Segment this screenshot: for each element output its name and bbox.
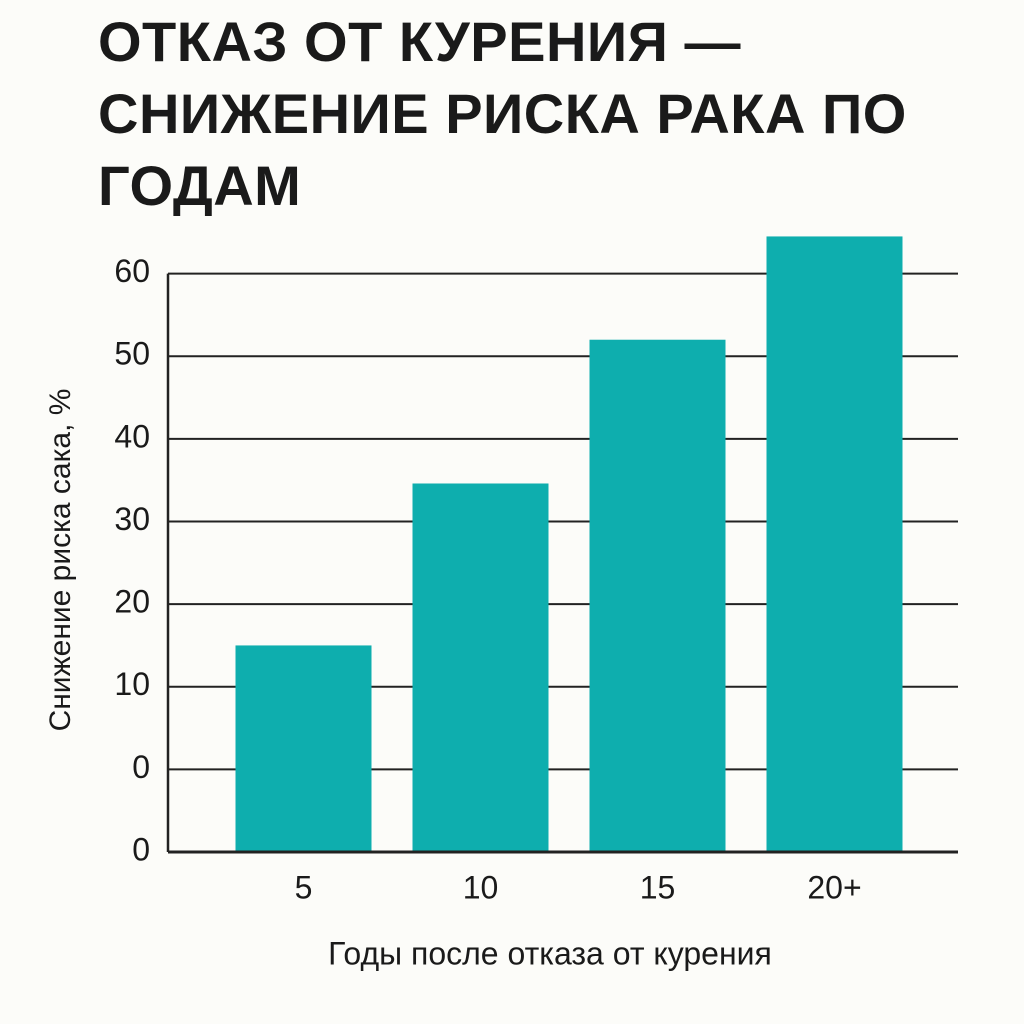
y-tick-label: 60 [114,253,150,289]
y-tick-label: 20 [114,584,150,620]
x-tick-label: 20+ [807,869,861,905]
y-tick-label: 0 [132,831,150,867]
x-tick-label: 10 [463,869,499,905]
bar [412,483,549,852]
y-tick-label: 30 [114,501,150,537]
y-tick-label: 40 [114,418,150,454]
bar [589,339,726,853]
bar [235,645,372,852]
x-tick-label: 5 [295,869,313,905]
y-tick-label: 50 [114,336,150,372]
y-axis-label: Снижение риска сака, % [44,389,77,732]
y-tick-label: 0 [132,749,150,785]
y-tick-label: 10 [114,666,150,702]
bar [766,236,903,853]
chart-title: ОТКАЗ ОТ КУРЕНИЯ — СНИЖЕНИЕ РИСКА РАКА П… [98,10,907,217]
x-tick-label: 15 [640,869,676,905]
x-axis-label: Годы после отказа от курения [328,935,772,971]
